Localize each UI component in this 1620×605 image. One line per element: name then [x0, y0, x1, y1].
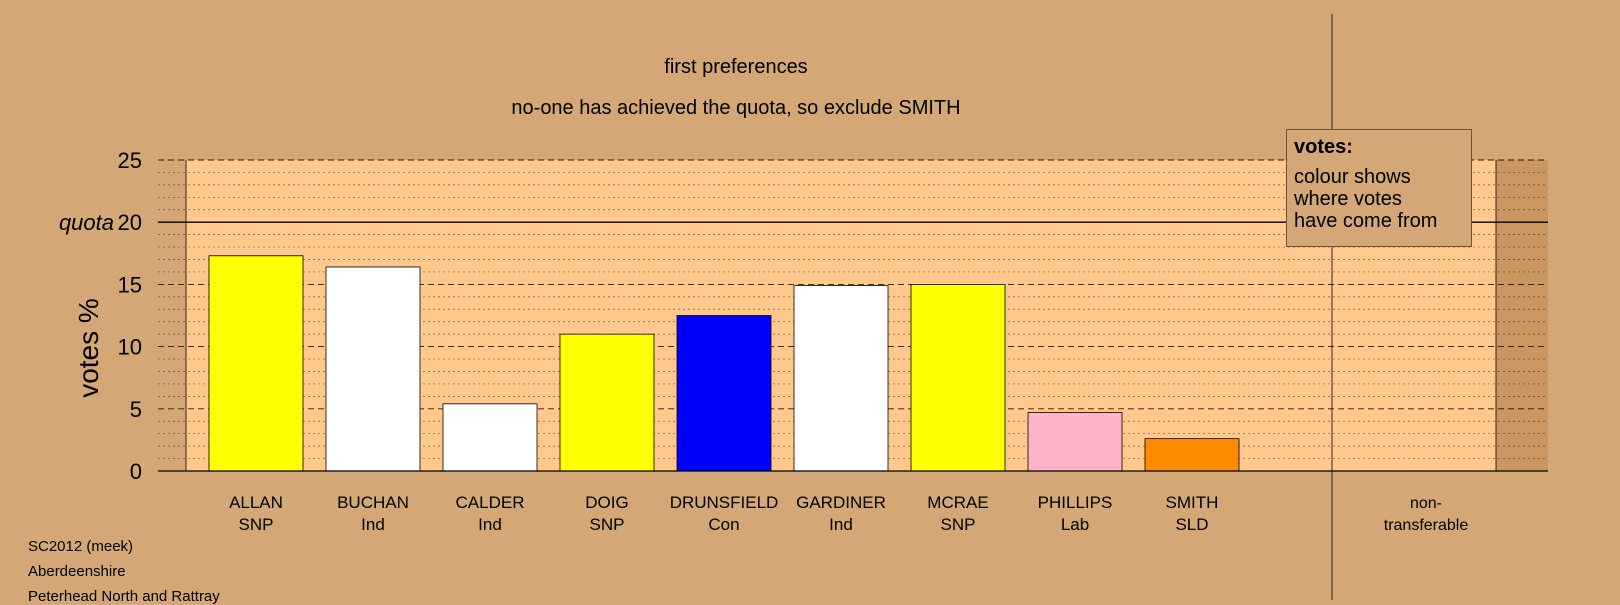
nontransferable-shade: [1496, 160, 1548, 471]
bars: [208, 255, 1240, 472]
bar-drunsfield: [676, 315, 772, 472]
legend-box: votes: colour shows where votes have com…: [1286, 129, 1472, 247]
y-tick-label: 0: [130, 459, 142, 484]
y-tick-label: 20: [118, 210, 142, 235]
chart-title: first preferences: [664, 56, 807, 78]
legend-line: where votes: [1294, 188, 1402, 210]
x-label-party: SNP: [941, 515, 976, 534]
bar-smith: [1144, 438, 1240, 472]
y-axis-label: votes %: [73, 298, 104, 398]
x-label-party: Ind: [829, 515, 853, 534]
y-tick-label: 15: [118, 272, 142, 297]
y-ticks: 0 5 10 15 20 25: [118, 148, 142, 484]
x-label-candidate: DRUNSFIELD: [670, 493, 779, 512]
x-label-candidate: CALDER: [456, 493, 525, 512]
x-label-party: Lab: [1061, 515, 1089, 534]
x-label-party: Ind: [478, 515, 502, 534]
y-tick-label: 10: [118, 335, 142, 360]
x-label-party: SNP: [239, 515, 274, 534]
x-label-candidate: MCRAE: [927, 493, 988, 512]
footer-ward: Peterhead North and Rattray: [28, 588, 220, 605]
bar-allan: [208, 255, 304, 472]
bar-mcrae: [910, 283, 1006, 472]
x-label-candidate: DOIG: [585, 493, 628, 512]
x-label-candidate: PHILLIPS: [1038, 493, 1113, 512]
legend-line: colour shows: [1294, 166, 1411, 188]
legend-title: votes:: [1294, 136, 1353, 158]
x-label-party: Con: [708, 515, 739, 534]
x-label-party: SNP: [590, 515, 625, 534]
bar-phillips: [1027, 412, 1123, 472]
x-label-party: SLD: [1175, 515, 1208, 534]
nontransferable-label-1: non-: [1410, 495, 1442, 512]
bar-gardiner: [793, 285, 889, 472]
footer-source: SC2012 (meek): [28, 538, 134, 555]
x-label-party: Ind: [361, 515, 385, 534]
x-labels: ALLAN SNP BUCHAN Ind CALDER Ind DOIG SNP DRUNSFI…: [229, 493, 1218, 534]
footer-region: Aberdeenshire: [28, 563, 126, 580]
quota-label: quota: [59, 210, 114, 235]
x-label-candidate: ALLAN: [229, 493, 283, 512]
y-tick-label: 5: [130, 397, 142, 422]
bar-buchan: [325, 266, 421, 472]
bar-doig: [559, 333, 655, 472]
nontransferable-label-2: transferable: [1384, 517, 1469, 534]
x-label-candidate: GARDINER: [796, 493, 886, 512]
chart-subtitle: no-one has achieved the quota, so exclud…: [511, 97, 960, 119]
x-label-candidate: SMITH: [1166, 493, 1219, 512]
y-tick-label: 25: [118, 148, 142, 173]
legend-line: have come from: [1294, 210, 1438, 232]
bar-calder: [442, 403, 538, 472]
x-label-candidate: BUCHAN: [337, 493, 409, 512]
